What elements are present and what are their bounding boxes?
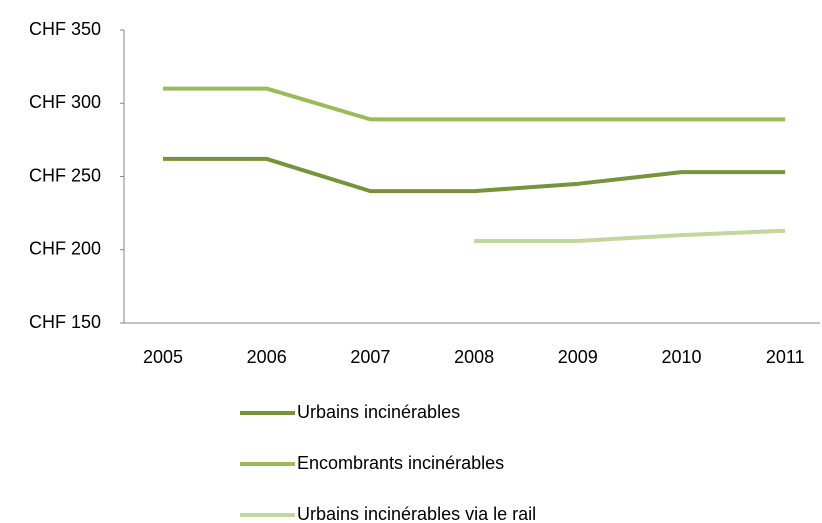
legend-label: Encombrants incinérables xyxy=(297,453,504,473)
y-tick-label: CHF 300 xyxy=(29,92,101,112)
y-tick-label: CHF 250 xyxy=(29,165,101,185)
legend-label: Urbains incinérables xyxy=(297,402,460,422)
y-tick-label: CHF 350 xyxy=(29,19,101,39)
series-line xyxy=(163,156,786,194)
y-tick-label: CHF 150 xyxy=(29,312,101,332)
legend-label: Urbains incinérables via le rail xyxy=(297,504,536,523)
x-tick-label: 2008 xyxy=(454,347,494,367)
series-line xyxy=(163,86,786,122)
x-tick-label: 2005 xyxy=(143,347,183,367)
x-tick-label: 2009 xyxy=(558,347,598,367)
series-line xyxy=(474,228,786,243)
x-tick-label: 2010 xyxy=(661,347,701,367)
y-tick-label: CHF 200 xyxy=(29,239,101,259)
x-tick-label: 2007 xyxy=(350,347,390,367)
x-tick-label: 2011 xyxy=(766,347,805,367)
x-tick-label: 2006 xyxy=(247,347,287,367)
